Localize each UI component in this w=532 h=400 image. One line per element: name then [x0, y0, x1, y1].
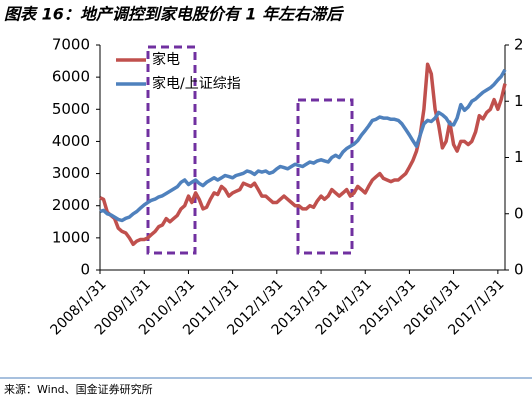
- chart-title: 图表 16：地产调控到家电股价有 1 年左右滞后: [4, 5, 344, 24]
- y-tick-label: 2000: [52, 196, 90, 214]
- y2-tick-label: 0: [514, 204, 524, 222]
- series-line: [99, 62, 507, 247]
- highlight-box: [146, 45, 197, 255]
- y-tick-label: 7000: [52, 36, 90, 54]
- y2-tick-label: 1: [514, 148, 524, 166]
- y2-tick-label: 0: [514, 261, 524, 279]
- y-tick-label: 0: [80, 261, 90, 279]
- y2-tick-label: 2: [514, 36, 524, 54]
- y-tick-label: 5000: [52, 100, 90, 118]
- y-tick-label: 4000: [52, 132, 90, 150]
- y-tick-label: 6000: [52, 68, 90, 86]
- legend-label: 家电: [152, 51, 180, 68]
- source: 来源：Wind、国金证券研究所: [4, 382, 153, 396]
- y2-tick-label: 1: [514, 92, 524, 110]
- series-line: [99, 68, 507, 223]
- y-tick-label: 3000: [52, 164, 90, 182]
- highlight-box: [296, 98, 354, 255]
- y-tick-label: 1000: [52, 228, 90, 246]
- legend-label: 家电/上证综指: [152, 75, 241, 92]
